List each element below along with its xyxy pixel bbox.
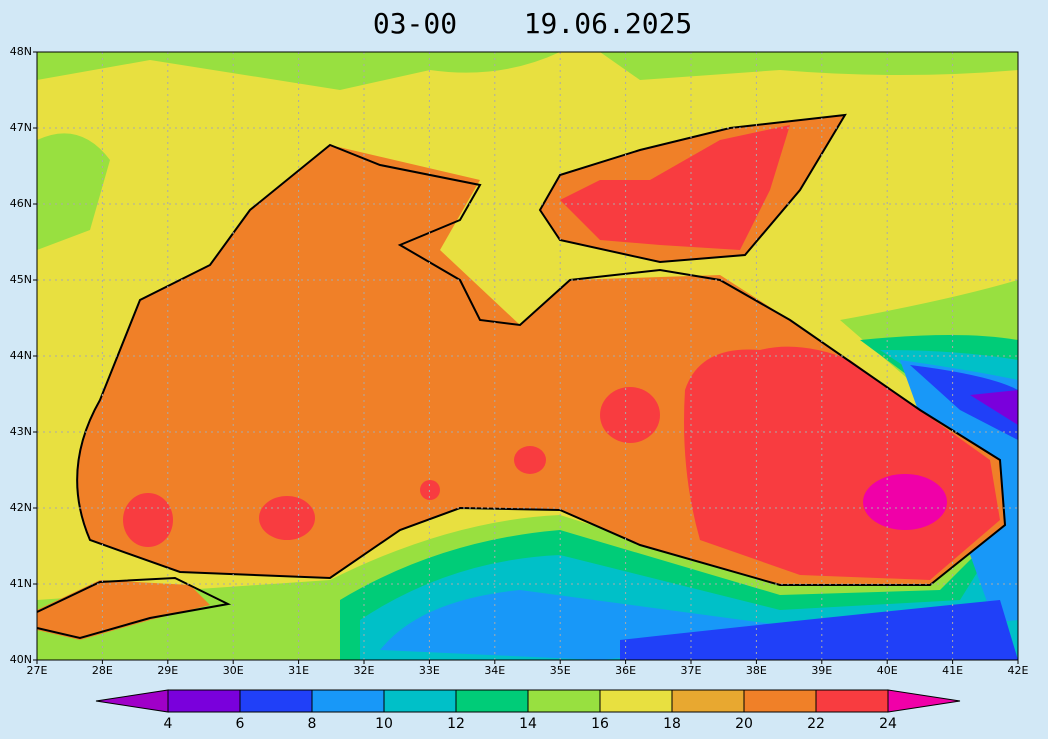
colorbar-over <box>887 689 961 713</box>
x-tick-label: 31E <box>288 664 309 677</box>
colorbar: 4 6 8 10 12 14 16 18 20 22 24 <box>95 689 961 732</box>
x-tick-label: 40E <box>877 664 898 677</box>
y-tick-label: 47N <box>10 121 32 134</box>
field-patch <box>37 133 110 250</box>
x-tick-label: 34E <box>484 664 505 677</box>
y-tick-label: 41N <box>10 577 32 590</box>
warm-patch <box>560 125 790 250</box>
y-tick-label: 45N <box>10 273 32 286</box>
colorbar-label: 10 <box>375 716 393 732</box>
x-tick-label: 35E <box>550 664 571 677</box>
x-tick-label: 41E <box>942 664 963 677</box>
colorbar-segment <box>743 689 817 713</box>
colorbar-label: 4 <box>164 716 173 732</box>
x-tick-label: 38E <box>746 664 767 677</box>
warm-patch <box>259 496 315 540</box>
x-tick-label: 33E <box>419 664 440 677</box>
field-patch <box>970 390 1018 425</box>
axes: 27E 28E 29E 30E 31E 32E 33E 34E 35E 36E 37E 38E 39E 4… <box>10 45 1029 677</box>
title-date: 19.06.2025 <box>524 7 693 40</box>
x-tick-label: 39E <box>811 664 832 677</box>
x-tick-label: 28E <box>92 664 113 677</box>
colorbar-segment <box>239 689 313 713</box>
title-time: 03-00 <box>373 7 457 40</box>
y-tick-label: 46N <box>10 197 32 210</box>
colorbar-label: 22 <box>807 716 825 732</box>
x-tick-label: 37E <box>681 664 702 677</box>
coastline-azov <box>538 113 847 264</box>
colorbar-segment <box>599 689 673 713</box>
colorbar-segment <box>383 689 457 713</box>
warm-patch <box>420 480 440 500</box>
sea-field <box>37 580 210 640</box>
x-tick-label: 32E <box>354 664 375 677</box>
colorbar-label: 14 <box>519 716 537 732</box>
colorbar-segment <box>527 689 601 713</box>
y-tick-label: 44N <box>10 349 32 362</box>
colorbar-label: 18 <box>663 716 681 732</box>
colorbar-segment <box>455 689 529 713</box>
field-patch <box>360 350 1018 660</box>
x-tick-label: 42E <box>1008 664 1029 677</box>
coastline-marmara <box>36 576 232 640</box>
colorbar-segment <box>671 689 745 713</box>
x-tick-label: 30E <box>223 664 244 677</box>
warm-patch <box>123 493 173 547</box>
colorbar-label: 16 <box>591 716 609 732</box>
field-patch <box>910 365 1018 440</box>
x-tick-label: 36E <box>615 664 636 677</box>
colorbar-label: 6 <box>236 716 245 732</box>
warm-patch <box>514 446 546 474</box>
colorbar-label: 20 <box>735 716 753 732</box>
y-tick-label: 48N <box>10 45 32 58</box>
colorbar-segment <box>311 689 385 713</box>
x-tick-label: 29E <box>157 664 178 677</box>
hot-patch <box>863 474 947 530</box>
colorbar-segment <box>167 689 241 713</box>
colorbar-label: 12 <box>447 716 465 732</box>
field-patch <box>620 600 1018 660</box>
sst-field <box>37 52 1018 660</box>
x-tick-label: 27E <box>27 664 48 677</box>
colorbar-label: 8 <box>308 716 317 732</box>
y-tick-label: 43N <box>10 425 32 438</box>
warm-patch <box>600 387 660 443</box>
colorbar-label: 24 <box>879 716 897 732</box>
y-tick-label: 40N <box>10 653 32 666</box>
colorbar-segment <box>815 689 889 713</box>
coastline-black-sea <box>76 143 1007 586</box>
colorbar-under <box>95 689 169 713</box>
coastline <box>36 113 1007 640</box>
y-tick-label: 42N <box>10 501 32 514</box>
field-patch <box>600 52 1018 80</box>
